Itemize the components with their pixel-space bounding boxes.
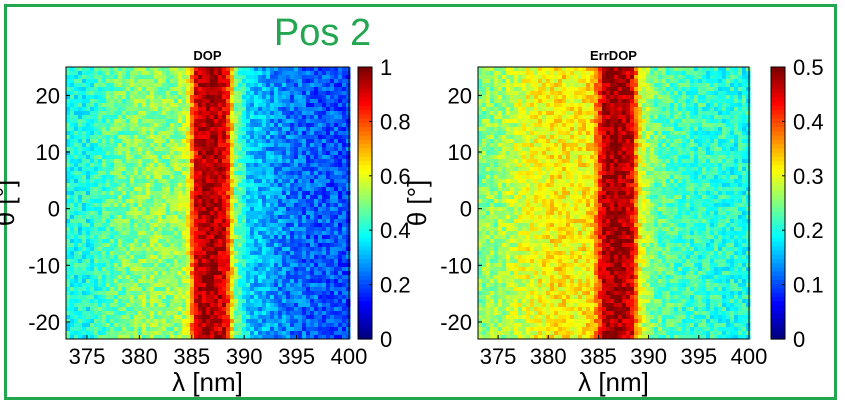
heatmap-cells	[66, 67, 351, 340]
x-tick-label: 380	[121, 344, 158, 369]
colorbar-frame	[770, 66, 786, 340]
colorbar: 0 0.1 0.2 0.3 0.4 0.5	[770, 55, 824, 352]
colorbar-tick-label: 0	[793, 327, 805, 352]
x-tick-label: 375	[69, 344, 106, 369]
colorbar-tick-label: 0.2	[380, 273, 411, 298]
y-tick-label: -20	[440, 310, 472, 335]
colorbar-tick-label: 0.5	[793, 55, 824, 80]
heatmap-panel-errdop: ErrDOP 375 380 385 390 395 400 -20 -10 0 10 20 λ [nm…	[402, 48, 824, 397]
y-axis-label: θ [°]	[0, 180, 20, 227]
y-axis-label: θ [°]	[402, 180, 432, 227]
x-tick-label: 395	[680, 344, 717, 369]
heatmap-cells	[478, 67, 751, 340]
colorbar-tick-label: 1	[380, 55, 392, 80]
plot-frame	[477, 66, 750, 340]
x-axis-label: λ [nm]	[172, 367, 243, 397]
colorbar-tick-label: 0.4	[380, 218, 411, 243]
x-tick-label: 395	[278, 344, 315, 369]
y-tick-label: 10	[448, 140, 472, 165]
y-tick-label: -10	[440, 253, 472, 278]
figure-frame	[4, 4, 837, 400]
panel-title: DOP	[193, 48, 222, 63]
y-tick-label: 0	[48, 197, 60, 222]
y-tick-label: -20	[28, 310, 60, 335]
colorbar-tick-label: 0.3	[793, 164, 824, 189]
figure-title: Pos 2	[273, 12, 372, 54]
colorbar-tick-label: 0.6	[380, 164, 411, 189]
colorbar-tick-label: 0.8	[380, 109, 411, 134]
x-tick-label: 390	[630, 344, 667, 369]
y-tick-label: 20	[36, 83, 60, 108]
x-tick-label: 400	[731, 344, 768, 369]
y-tick-label: 10	[36, 140, 60, 165]
plot-frame	[65, 66, 350, 340]
y-tick-label: 0	[460, 197, 472, 222]
panel-title: ErrDOP	[590, 48, 637, 63]
x-axis-label: λ [nm]	[578, 367, 649, 397]
x-tick-label: 400	[331, 344, 368, 369]
x-tick-label: 375	[480, 344, 517, 369]
colorbar: 0 0.2 0.4 0.6 0.8 1	[357, 55, 411, 352]
colorbar-tick-label: 0.4	[793, 109, 824, 134]
x-tick-label: 380	[530, 344, 567, 369]
colorbar-tick-label: 0.2	[793, 218, 824, 243]
y-tick-label: -10	[28, 253, 60, 278]
x-tick-label: 390	[226, 344, 263, 369]
x-tick-label: 385	[173, 344, 210, 369]
y-tick-label: 20	[448, 83, 472, 108]
x-tick-label: 385	[580, 344, 617, 369]
colorbar-tick-label: 0.1	[793, 273, 824, 298]
colorbar-frame	[357, 66, 373, 340]
colorbar-tick-label: 0	[380, 327, 392, 352]
